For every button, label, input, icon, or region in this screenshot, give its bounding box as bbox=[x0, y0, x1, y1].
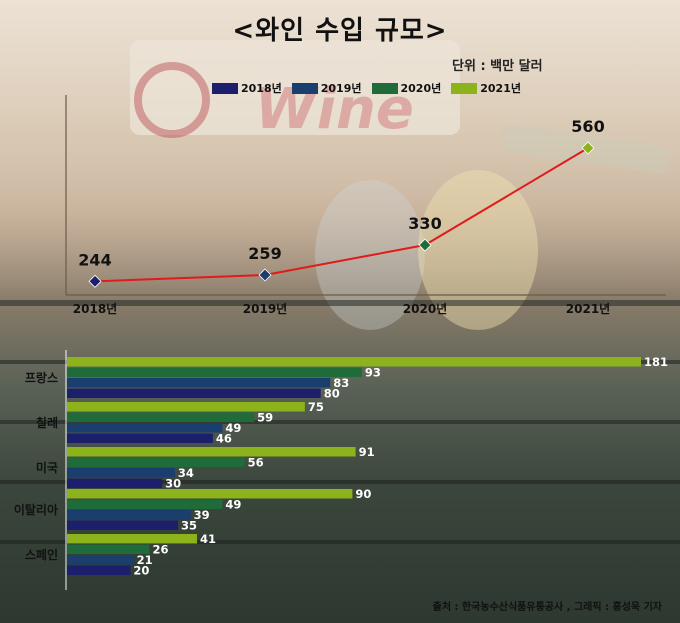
data-point bbox=[581, 141, 595, 155]
bar-value-label: 20 bbox=[133, 564, 149, 578]
legend-item: 2021년 bbox=[451, 80, 521, 96]
data-point bbox=[88, 274, 102, 288]
chart-title: <와인 수입 규모> bbox=[232, 16, 448, 46]
legend-swatch bbox=[291, 82, 318, 94]
legend-item: 2019년 bbox=[291, 80, 362, 96]
bar bbox=[67, 489, 353, 499]
data-label: 560 bbox=[571, 117, 604, 136]
legend-label: 2019년 bbox=[320, 82, 362, 95]
bar-value-label: 30 bbox=[165, 477, 181, 491]
legend: 2018년 2019년 2020년 2021년 bbox=[212, 80, 521, 96]
bar bbox=[67, 457, 245, 467]
category-label: 프랑스 bbox=[25, 371, 58, 385]
bar bbox=[67, 544, 150, 554]
legend-label: 2021년 bbox=[480, 82, 521, 95]
legend-swatch bbox=[212, 82, 238, 94]
bar-value-label: 90 bbox=[355, 487, 371, 501]
bar-value-label: 46 bbox=[216, 432, 232, 446]
bar bbox=[67, 478, 163, 488]
bar-value-label: 41 bbox=[200, 532, 216, 546]
bar bbox=[67, 423, 223, 433]
source-credit: 출처 : 한국농수산식품유통공사 , 그래픽 : 홍성욱 기자 bbox=[432, 602, 662, 613]
bar bbox=[67, 520, 178, 530]
bar-value-label: 56 bbox=[248, 456, 264, 470]
bar bbox=[67, 510, 191, 520]
series-line bbox=[94, 147, 589, 283]
bar bbox=[67, 433, 213, 443]
bar-value-label: 59 bbox=[257, 411, 273, 425]
data-label: 259 bbox=[248, 244, 281, 263]
legend-label: 2020년 bbox=[400, 82, 442, 95]
bar bbox=[67, 357, 641, 367]
bar-value-label: 91 bbox=[359, 445, 375, 459]
bar-value-label: 34 bbox=[178, 466, 194, 480]
bar bbox=[67, 555, 134, 565]
category-label: 이탈리아 bbox=[14, 502, 58, 517]
legend-item: 2020년 bbox=[371, 80, 442, 96]
category-label: 스페인 bbox=[25, 547, 58, 562]
legend-swatch bbox=[371, 82, 398, 94]
bar-value-label: 26 bbox=[152, 543, 168, 557]
data-point bbox=[418, 238, 432, 252]
x-tick-label: 2019년 bbox=[243, 302, 287, 316]
legend-item: 2018년 bbox=[212, 80, 282, 96]
bar bbox=[67, 499, 223, 509]
bar bbox=[67, 534, 198, 544]
x-tick-label: 2021년 bbox=[566, 302, 610, 316]
bar bbox=[67, 378, 331, 388]
bar bbox=[67, 367, 362, 377]
category-label: 미국 bbox=[36, 460, 58, 475]
bar bbox=[67, 447, 356, 457]
bar-value-label: 49 bbox=[225, 498, 241, 512]
x-tick-label: 2020년 bbox=[403, 302, 447, 316]
x-tick-label: 2018년 bbox=[73, 302, 117, 316]
bar-value-label: 35 bbox=[181, 519, 197, 533]
bar-value-label: 21 bbox=[137, 553, 153, 567]
bar bbox=[67, 388, 321, 398]
bar-value-label: 49 bbox=[225, 421, 241, 435]
bar bbox=[67, 402, 305, 412]
bar-value-label: 80 bbox=[324, 387, 340, 401]
data-label: 330 bbox=[408, 214, 441, 233]
data-point bbox=[258, 268, 272, 282]
bar-value-label: 75 bbox=[308, 400, 324, 414]
bar-value-label: 39 bbox=[194, 508, 210, 522]
legend-label: 2018년 bbox=[241, 82, 282, 95]
category-label: 칠레 bbox=[36, 415, 58, 430]
bar bbox=[67, 565, 131, 575]
legend-swatch bbox=[451, 82, 478, 94]
data-label: 244 bbox=[78, 250, 111, 269]
bar-value-label: 181 bbox=[644, 355, 668, 369]
bar-value-label: 93 bbox=[365, 366, 381, 380]
bar bbox=[67, 468, 175, 478]
bar-value-label: 83 bbox=[333, 376, 349, 390]
unit-label: 단위 : 백만 달러 bbox=[452, 59, 543, 74]
bar bbox=[67, 412, 255, 422]
